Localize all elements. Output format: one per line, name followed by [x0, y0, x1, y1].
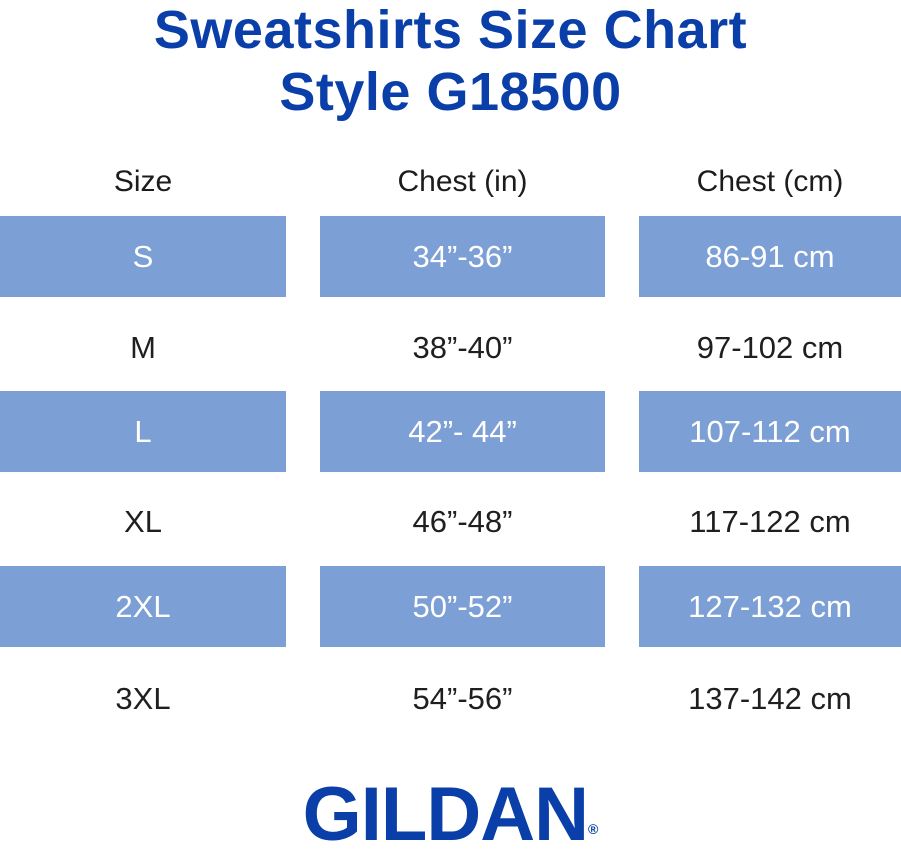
chest-in-cell: 34”-36” — [320, 216, 605, 297]
chest-cm-cell: 117-122 cm — [689, 504, 851, 539]
chest-in-cell: 42”- 44” — [320, 391, 605, 472]
chest-cm-cell: 97-102 cm — [696, 330, 844, 365]
logo-wordmark: GILDAN — [302, 772, 589, 857]
gildan-logo: GILDAN® — [0, 775, 901, 855]
header-chest-cm: Chest (cm) — [696, 165, 844, 198]
size-cell: XL — [124, 504, 162, 539]
size-cell: 3XL — [115, 681, 171, 716]
chest-cm-cell: 86-91 cm — [639, 216, 901, 297]
chest-in-cell: 38”-40” — [412, 330, 513, 365]
size-cell: 2XL — [0, 566, 286, 647]
header-size: Size — [113, 165, 173, 198]
chest-in-cell: 46”-48” — [412, 504, 513, 539]
size-cell: L — [0, 391, 286, 472]
chest-in-cell: 50”-52” — [320, 566, 605, 647]
chest-cm-cell: 127-132 cm — [639, 566, 901, 647]
size-cell: M — [130, 330, 156, 365]
header-chest-in: Chest (in) — [397, 165, 528, 198]
chart-title: Sweatshirts Size Chart — [153, 0, 748, 60]
chest-cm-cell: 137-142 cm — [688, 681, 852, 716]
chest-in-cell: 54”-56” — [412, 681, 513, 716]
style-number: Style G18500 — [279, 62, 622, 122]
registered-mark: ® — [587, 821, 599, 837]
chest-cm-cell: 107-112 cm — [639, 391, 901, 472]
size-cell: S — [0, 216, 286, 297]
